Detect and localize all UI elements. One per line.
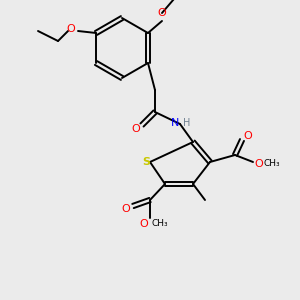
Text: O: O [67, 24, 75, 34]
Text: N: N [171, 118, 179, 128]
Text: S: S [142, 157, 150, 167]
Text: O: O [140, 219, 148, 229]
Text: CH₃: CH₃ [152, 220, 168, 229]
Text: O: O [132, 124, 140, 134]
Text: O: O [158, 8, 166, 18]
Text: O: O [244, 131, 252, 141]
Text: O: O [122, 204, 130, 214]
Text: H: H [183, 118, 191, 128]
Text: O: O [255, 159, 263, 169]
Text: CH₃: CH₃ [264, 160, 280, 169]
